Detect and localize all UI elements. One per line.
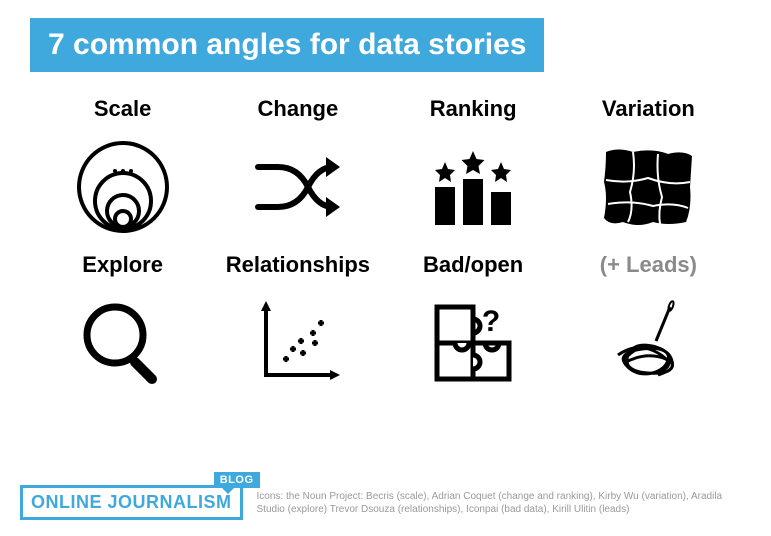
label-bad-open: Bad/open bbox=[423, 252, 523, 278]
explore-icon bbox=[68, 288, 178, 398]
cell-explore: Explore bbox=[40, 252, 205, 398]
label-scale: Scale bbox=[94, 96, 152, 122]
label-change: Change bbox=[258, 96, 339, 122]
cell-scale: Scale bbox=[40, 96, 205, 242]
variation-icon bbox=[593, 132, 703, 242]
label-leads: (+ Leads) bbox=[600, 252, 697, 278]
label-ranking: Ranking bbox=[430, 96, 517, 122]
footer: ONLINE JOURNALISM BLOG Icons: the Noun P… bbox=[20, 485, 737, 520]
cell-ranking: Ranking bbox=[391, 96, 556, 242]
relationships-icon bbox=[243, 288, 353, 398]
ranking-icon bbox=[418, 132, 528, 242]
leads-icon bbox=[593, 288, 703, 398]
label-relationships: Relationships bbox=[226, 252, 370, 278]
cell-bad-open: Bad/open ? bbox=[391, 252, 556, 398]
bad-open-icon: ? bbox=[418, 288, 528, 398]
site-logo: ONLINE JOURNALISM BLOG bbox=[20, 485, 243, 520]
logo-main-text: ONLINE JOURNALISM bbox=[31, 492, 232, 512]
cell-leads: (+ Leads) bbox=[566, 252, 731, 398]
label-variation: Variation bbox=[602, 96, 695, 122]
label-explore: Explore bbox=[82, 252, 163, 278]
page-title: 7 common angles for data stories bbox=[30, 18, 544, 72]
scale-icon bbox=[68, 132, 178, 242]
angles-grid: Scale Change Ranking bbox=[40, 96, 731, 398]
cell-relationships: Relationships bbox=[215, 252, 380, 398]
svg-text:?: ? bbox=[482, 305, 500, 338]
cell-variation: Variation bbox=[566, 96, 731, 242]
icon-credits: Icons: the Noun Project: Becris (scale),… bbox=[257, 490, 737, 516]
logo-badge: BLOG bbox=[214, 472, 260, 488]
cell-change: Change bbox=[215, 96, 380, 242]
change-icon bbox=[243, 132, 353, 242]
